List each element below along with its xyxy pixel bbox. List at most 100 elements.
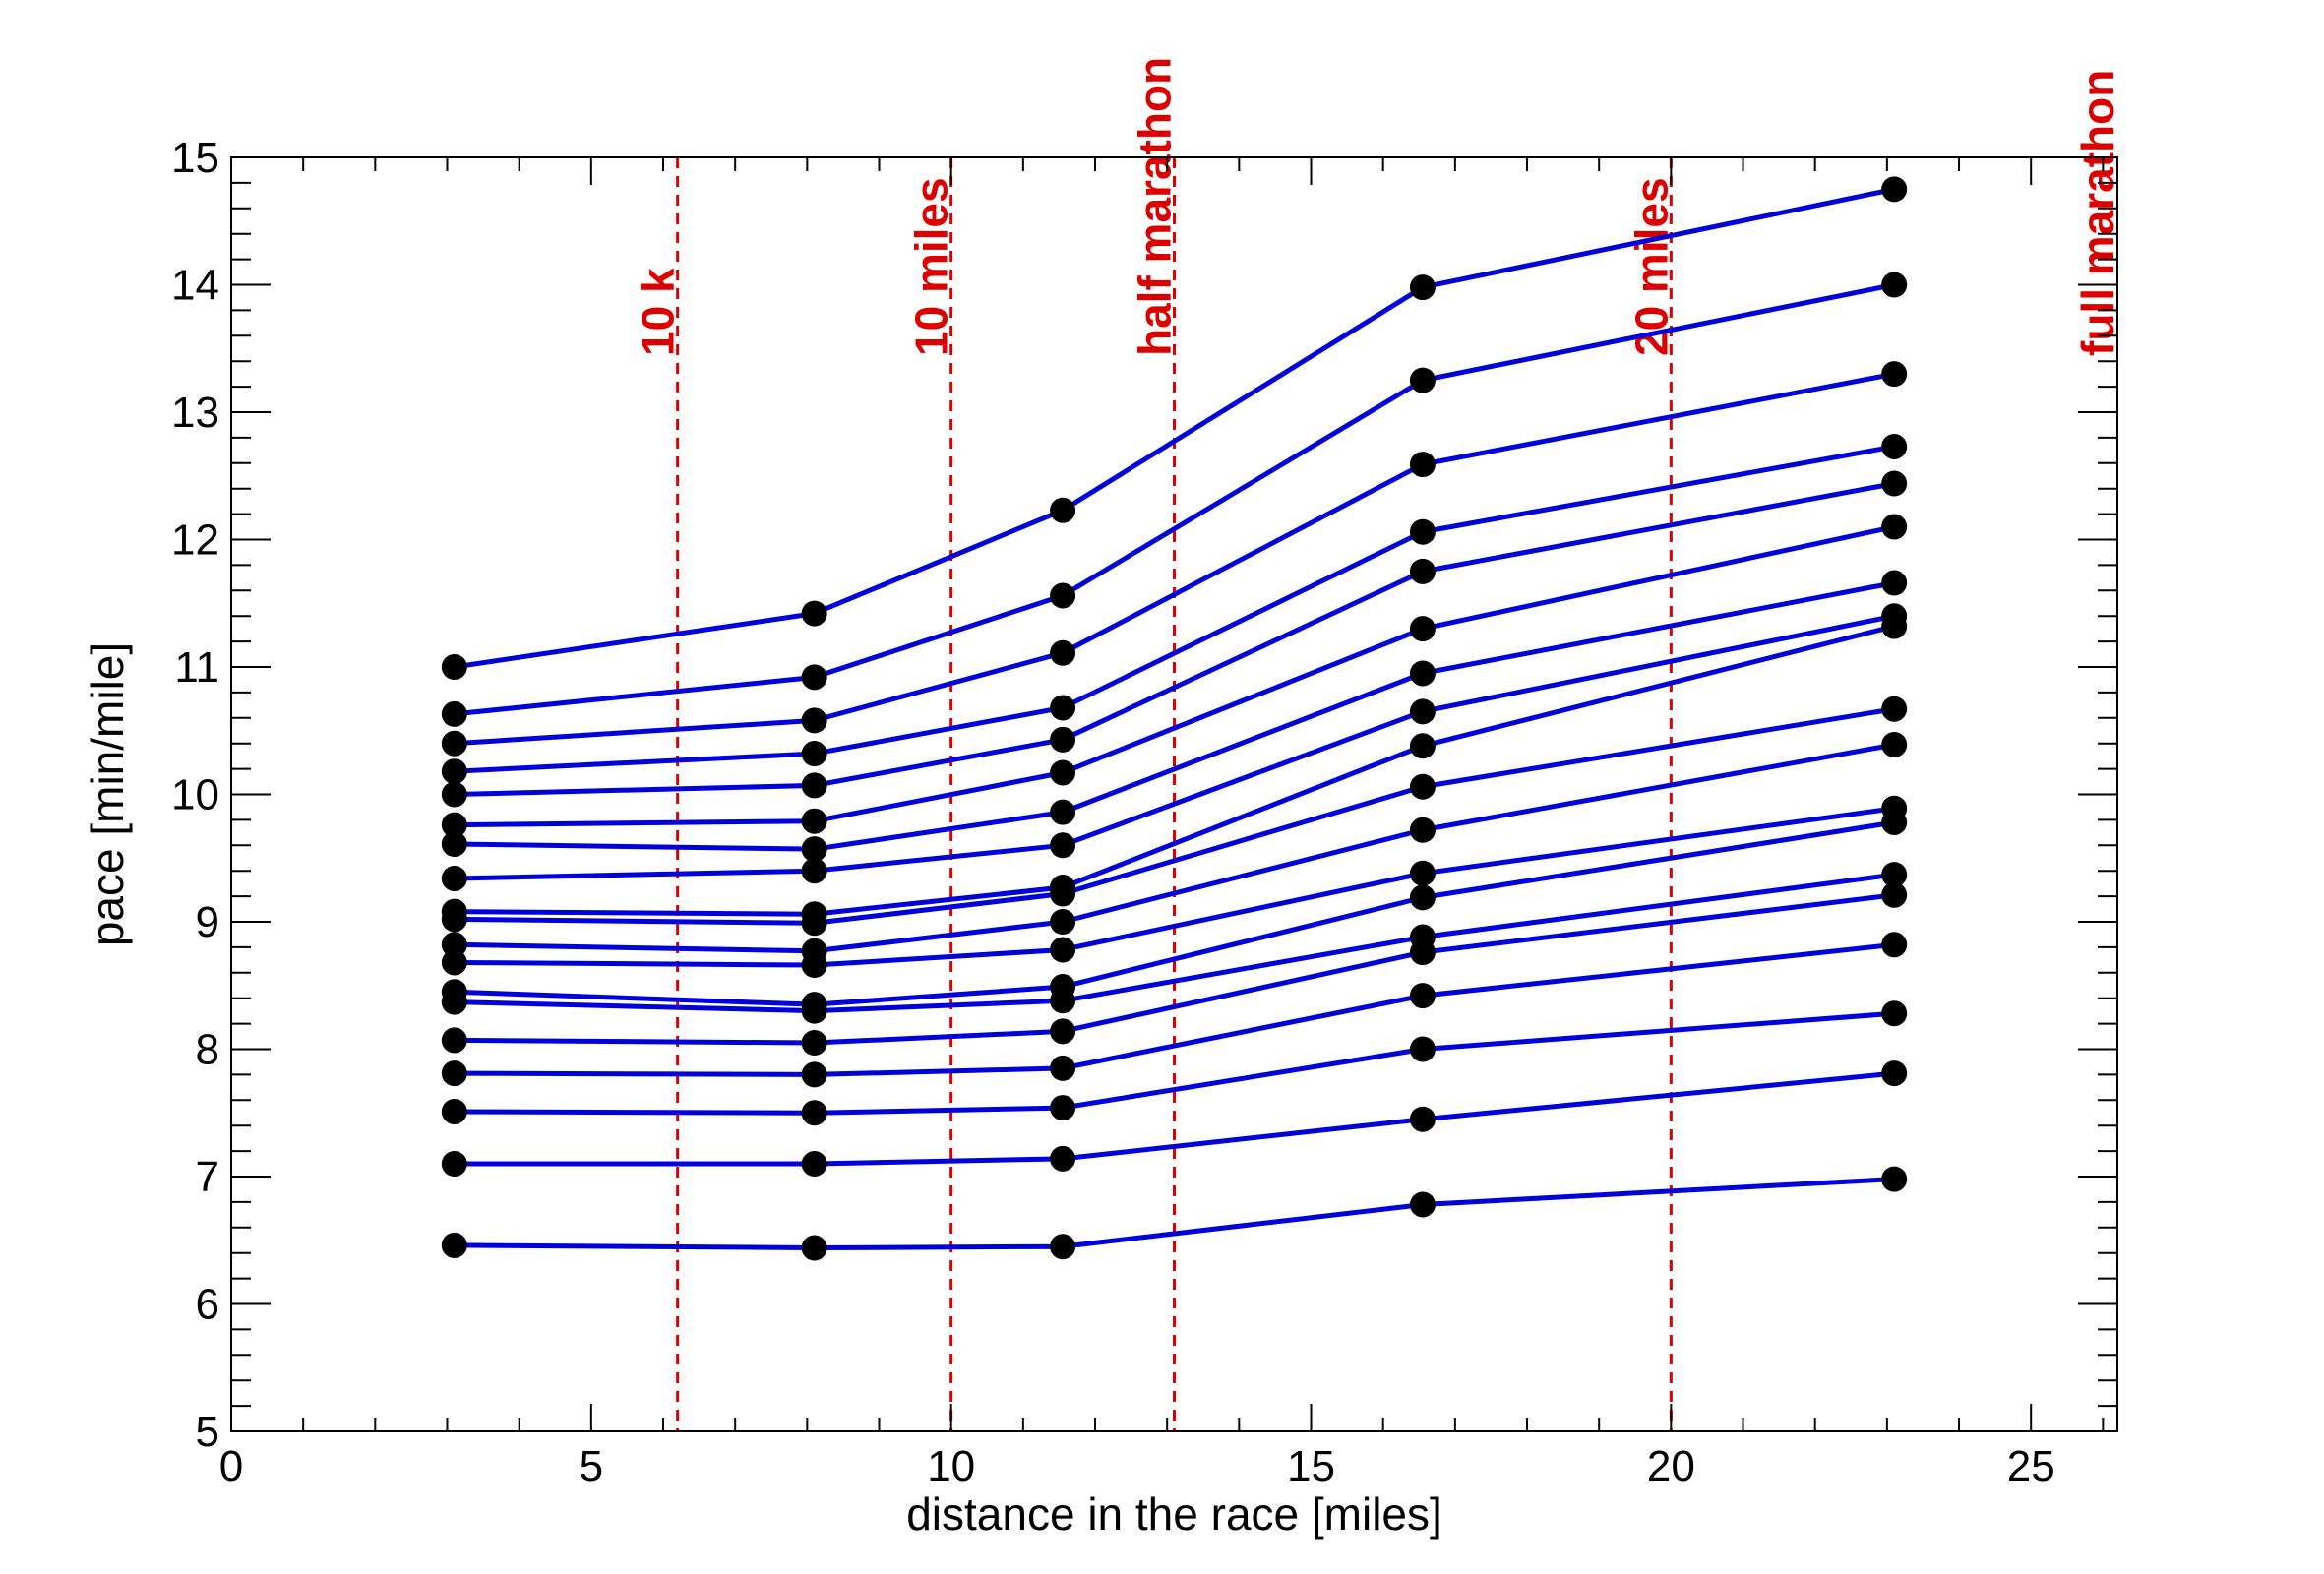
data-point: [441, 1098, 467, 1124]
reference-label: 20 miles: [1625, 177, 1677, 356]
data-point: [441, 758, 467, 785]
y-tick-label: 9: [196, 898, 219, 946]
y-tick-label: 7: [196, 1153, 219, 1201]
data-point: [1881, 433, 1908, 459]
x-tick-label: 20: [1647, 1442, 1695, 1490]
data-point: [1409, 274, 1436, 301]
data-point: [1881, 361, 1908, 388]
data-point: [441, 949, 467, 976]
data-point: [441, 1232, 467, 1258]
data-point: [1409, 1036, 1436, 1062]
y-tick-label: 15: [171, 134, 219, 182]
reference-label: full marathon: [2072, 70, 2123, 356]
y-tick-label: 12: [171, 516, 219, 565]
data-point: [441, 1151, 467, 1178]
data-point: [801, 910, 827, 937]
data-point: [1881, 613, 1908, 639]
data-point: [1881, 1166, 1908, 1192]
data-point: [1409, 616, 1436, 642]
reference-label: half marathon: [1130, 57, 1181, 356]
y-tick-label: 6: [196, 1281, 219, 1329]
data-point: [1050, 759, 1076, 786]
data-point: [1881, 881, 1908, 908]
data-point: [801, 772, 827, 799]
data-point: [1050, 880, 1076, 907]
reference-lines: 10 k 10 miles half marathon 20 miles full ma…: [633, 57, 2123, 1431]
data-point: [1409, 558, 1436, 584]
data-point: [441, 812, 467, 838]
series-line: [454, 580, 1895, 852]
data-point: [1050, 1145, 1076, 1172]
data-point: [801, 1151, 827, 1178]
data-point: [441, 730, 467, 757]
data-point: [1050, 799, 1076, 825]
data-point: [801, 836, 827, 863]
reference-label: 10 k: [633, 268, 684, 356]
y-axis-title: pace [min/mile]: [82, 642, 133, 946]
data-point: [1881, 570, 1908, 596]
data-point: [801, 1030, 827, 1057]
data-point: [1050, 1095, 1076, 1121]
x-tick-label: 10: [927, 1442, 975, 1490]
data-point: [441, 906, 467, 933]
data-point: [1050, 937, 1076, 963]
data-point: [801, 1100, 827, 1126]
data-point: [441, 654, 467, 680]
data-point: [801, 998, 827, 1024]
data-point: [1050, 695, 1076, 721]
data-point: [441, 932, 467, 958]
data-point: [441, 865, 467, 891]
data-point: [1409, 860, 1436, 886]
data-point: [1881, 1060, 1908, 1087]
x-axis-ticks: 0 5 10 15 20 25: [219, 157, 2105, 1490]
data-point: [441, 1060, 467, 1087]
data-point: [1881, 809, 1908, 835]
x-tick-label: 15: [1287, 1442, 1335, 1490]
y-tick-label: 14: [171, 262, 219, 310]
data-point: [441, 1027, 467, 1054]
data-point: [1409, 660, 1436, 687]
y-tick-label: 11: [174, 643, 219, 692]
data-point: [1409, 1106, 1436, 1132]
data-point: [1409, 518, 1436, 545]
data-point: [801, 808, 827, 834]
data-point: [801, 1235, 827, 1261]
data-point: [801, 1061, 827, 1088]
data-point: [1409, 817, 1436, 843]
data-series: [441, 176, 1908, 1261]
y-tick-label: 10: [171, 771, 219, 819]
data-point: [1050, 1234, 1076, 1260]
data-point: [1050, 988, 1076, 1014]
data-point: [1409, 983, 1436, 1009]
data-point: [1881, 731, 1908, 757]
data-point: [1050, 832, 1076, 859]
data-point: [801, 707, 827, 734]
data-point: [1409, 884, 1436, 911]
data-point: [1409, 773, 1436, 800]
data-point: [1409, 733, 1436, 759]
data-point: [1881, 514, 1908, 540]
data-point: [1881, 470, 1908, 497]
x-tick-label: 5: [580, 1442, 603, 1490]
y-tick-label: 8: [196, 1026, 219, 1074]
data-point: [801, 952, 827, 979]
data-point: [441, 700, 467, 727]
data-point: [1409, 367, 1436, 394]
data-point: [1881, 272, 1908, 298]
data-point: [1050, 726, 1076, 753]
data-point: [441, 831, 467, 858]
y-axis-ticks: 5 6 7 8 9 10 11 12 13 14 15: [171, 134, 2117, 1456]
data-point: [1881, 696, 1908, 722]
y-tick-label: 5: [196, 1408, 219, 1456]
data-point: [1409, 1191, 1436, 1218]
data-point: [801, 741, 827, 767]
data-point: [801, 664, 827, 691]
data-point: [1881, 862, 1908, 888]
data-point: [801, 600, 827, 627]
data-point: [1050, 497, 1076, 523]
data-point: [1409, 452, 1436, 478]
data-point: [441, 989, 467, 1015]
data-point: [801, 858, 827, 884]
data-point: [441, 781, 467, 808]
